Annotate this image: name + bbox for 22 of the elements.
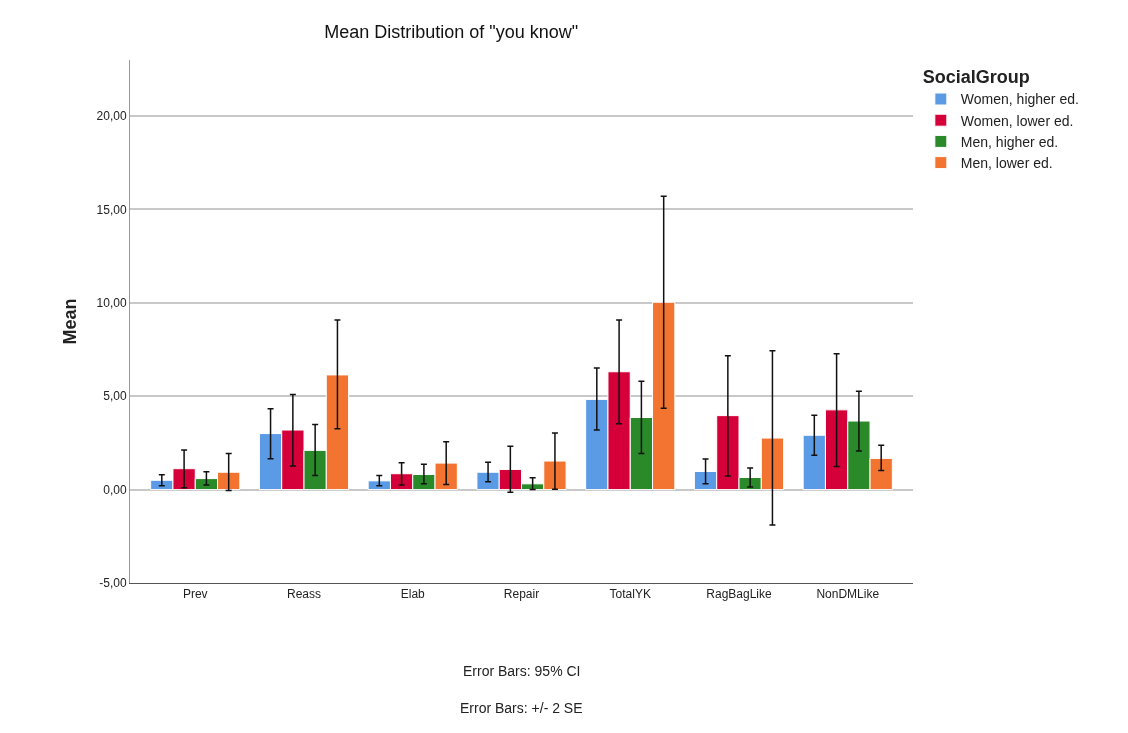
legend-label: Men, lower ed.: [960, 155, 1053, 172]
y-tick-label: -5,00: [99, 576, 127, 591]
y-tick-label: 5,00: [103, 389, 127, 404]
x-tick-label: Elab: [400, 587, 426, 602]
legend-label: Men, higher ed.: [960, 133, 1059, 150]
legend-label: Women, higher ed.: [960, 91, 1079, 108]
text: Error Bars: +/- 2 SE: [460, 700, 583, 716]
y-tick-label: 20,00: [96, 109, 127, 124]
y-axis-title: Mean: [59, 298, 80, 345]
x-tick-label: Prev: [182, 587, 208, 602]
chart-title: Mean Distribution of "you know": [324, 22, 579, 43]
legend-label: Women, lower ed.: [960, 112, 1074, 129]
x-tick-label: RagBagLike: [706, 587, 773, 602]
x-tick-label: Repair: [503, 587, 540, 602]
x-tick-label: Reass: [286, 587, 322, 602]
y-tick-label: 15,00: [96, 202, 127, 217]
x-tick-label: TotalYK: [609, 587, 651, 602]
x-tick-label: NonDMLike: [816, 587, 880, 602]
y-tick-label: 0,00: [103, 482, 127, 497]
text: Error Bars: 95% CI: [463, 663, 581, 679]
legend-title: SocialGroup: [922, 67, 1030, 88]
y-tick-label: 10,00: [96, 296, 127, 311]
